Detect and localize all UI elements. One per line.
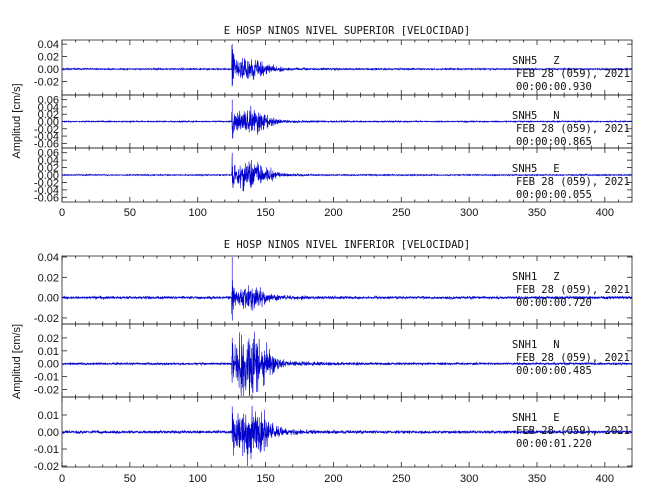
y-tick-label: -0.02	[34, 313, 59, 325]
y-tick-label: -0.02	[34, 461, 59, 473]
trace-station-label: SNH5 Z	[512, 55, 560, 67]
y-tick-label: 0.06	[38, 95, 59, 107]
trace-panel-snh5-n: -0.06-0.04-0.020.000.020.040.06 SNH5 NFEB …	[34, 94, 633, 150]
component-code: Z	[553, 55, 559, 67]
x-tick-label: 0	[59, 473, 65, 485]
trace-station-label: SNH1 N	[512, 339, 560, 351]
y-tick-label: 0.00	[38, 64, 59, 76]
trace-start-time: 00:00:01.220	[516, 438, 592, 450]
x-tick-label: 50	[124, 207, 136, 219]
y-tick-label: 0.00	[38, 170, 59, 182]
y-axis-label: Amplitud [cm/s]	[11, 83, 23, 158]
trace-start-time: 00:00:00.930	[516, 81, 592, 93]
y-tick-label: 0.02	[38, 333, 59, 345]
y-tick-label: 0.00	[38, 427, 59, 439]
y-tick-label: -0.02	[34, 124, 59, 136]
trace-start-time: 00:00:00.720	[516, 297, 592, 309]
x-tick-label: 150	[256, 207, 274, 219]
component-code: N	[553, 110, 559, 122]
waveform-trace	[61, 99, 633, 139]
x-tick-label: 250	[392, 473, 410, 485]
trace-date: FEB 28 (059), 2021	[516, 284, 630, 296]
x-tick-label: 100	[189, 473, 207, 485]
station-code: SNH5	[512, 55, 537, 67]
y-axis-label: Amplitud [cm/s]	[11, 324, 23, 399]
x-tick-label: 250	[392, 207, 410, 219]
station-code: SNH1	[512, 339, 537, 351]
y-tick-label: -0.04	[34, 185, 59, 197]
y-tick-label: 0.02	[38, 272, 59, 284]
station-code: SNH5	[512, 110, 537, 122]
waveform-trace	[61, 44, 633, 87]
x-tick-label: 50	[124, 473, 136, 485]
x-tick-label: 400	[596, 207, 614, 219]
y-tick-label: -0.06	[34, 192, 59, 204]
x-tick-label: 0	[59, 207, 65, 219]
trace-station-label: SNH5 N	[512, 110, 560, 122]
y-tick-label: -0.04	[34, 131, 59, 143]
y-tick-label: 0.00	[38, 293, 59, 305]
y-tick-label: -0.02	[34, 77, 59, 89]
component-code: N	[553, 339, 559, 351]
trace-start-time: 00:00:00.865	[516, 136, 592, 148]
x-tick-label: 400	[596, 473, 614, 485]
component-code: E	[553, 412, 559, 424]
station-code: SNH1	[512, 412, 537, 424]
y-tick-label: -0.02	[34, 177, 59, 189]
station-code: SNH1	[512, 271, 537, 283]
y-tick-label: 0.04	[38, 39, 59, 51]
y-tick-label: 0.01	[38, 346, 59, 358]
y-tick-label: -0.01	[34, 372, 59, 384]
component-code: Z	[553, 271, 559, 283]
trace-date: FEB 28 (059), 2021	[516, 352, 630, 364]
figure-nivel-superior: E HOSP NINOS NIVEL SUPERIOR [VELOCIDAD] A…	[11, 25, 633, 219]
figure-nivel-inferior: E HOSP NINOS NIVEL INFERIOR [VELOCIDAD] A…	[11, 239, 633, 485]
y-tick-label: 0.06	[38, 148, 59, 160]
x-tick-label: 300	[460, 207, 478, 219]
trace-panel-snh5-e: -0.06-0.04-0.020.000.020.040.06 SNH5 EFEB …	[34, 147, 633, 204]
y-tick-label: -0.01	[34, 444, 59, 456]
x-tick-label: 300	[460, 473, 478, 485]
x-tick-label: 100	[189, 207, 207, 219]
component-code: E	[553, 163, 559, 175]
y-tick-label: 0.01	[38, 410, 59, 422]
y-tick-label: 0.00	[38, 359, 59, 371]
trace-station-label: SNH1 E	[512, 412, 560, 424]
y-tick-label: 0.04	[38, 155, 59, 167]
trace-start-time: 00:00:00.055	[516, 189, 592, 201]
trace-date: FEB 28 (059), 2021	[516, 425, 630, 437]
trace-date: FEB 28 (059), 2021	[516, 176, 630, 188]
x-tick-label: 200	[324, 207, 342, 219]
y-tick-label: 0.02	[38, 52, 59, 64]
trace-start-time: 00:00:00.485	[516, 365, 592, 377]
figure-title: E HOSP NINOS NIVEL SUPERIOR [VELOCIDAD]	[224, 25, 471, 37]
y-tick-label: 0.04	[38, 102, 59, 114]
y-tick-label: -0.06	[34, 138, 59, 150]
y-tick-label: 0.02	[38, 109, 59, 121]
y-tick-label: 0.04	[38, 252, 59, 264]
waveform-trace	[61, 405, 633, 467]
trace-date: FEB 28 (059), 2021	[516, 123, 630, 135]
y-tick-label: -0.02	[34, 385, 59, 397]
y-tick-label: 0.02	[38, 163, 59, 175]
y-tick-label: 0.00	[38, 117, 59, 129]
trace-station-label: SNH5 E	[512, 163, 560, 175]
trace-date: FEB 28 (059), 2021	[516, 68, 630, 80]
trace-station-label: SNH1 Z	[512, 271, 560, 283]
x-tick-label: 350	[528, 207, 546, 219]
station-code: SNH5	[512, 163, 537, 175]
x-tick-label: 350	[528, 473, 546, 485]
figure-title: E HOSP NINOS NIVEL INFERIOR [VELOCIDAD]	[224, 239, 471, 251]
x-tick-label: 150	[256, 473, 274, 485]
waveform-trace	[61, 152, 633, 192]
waveform-trace	[61, 331, 633, 397]
waveform-trace	[61, 257, 633, 321]
x-tick-label: 200	[324, 473, 342, 485]
